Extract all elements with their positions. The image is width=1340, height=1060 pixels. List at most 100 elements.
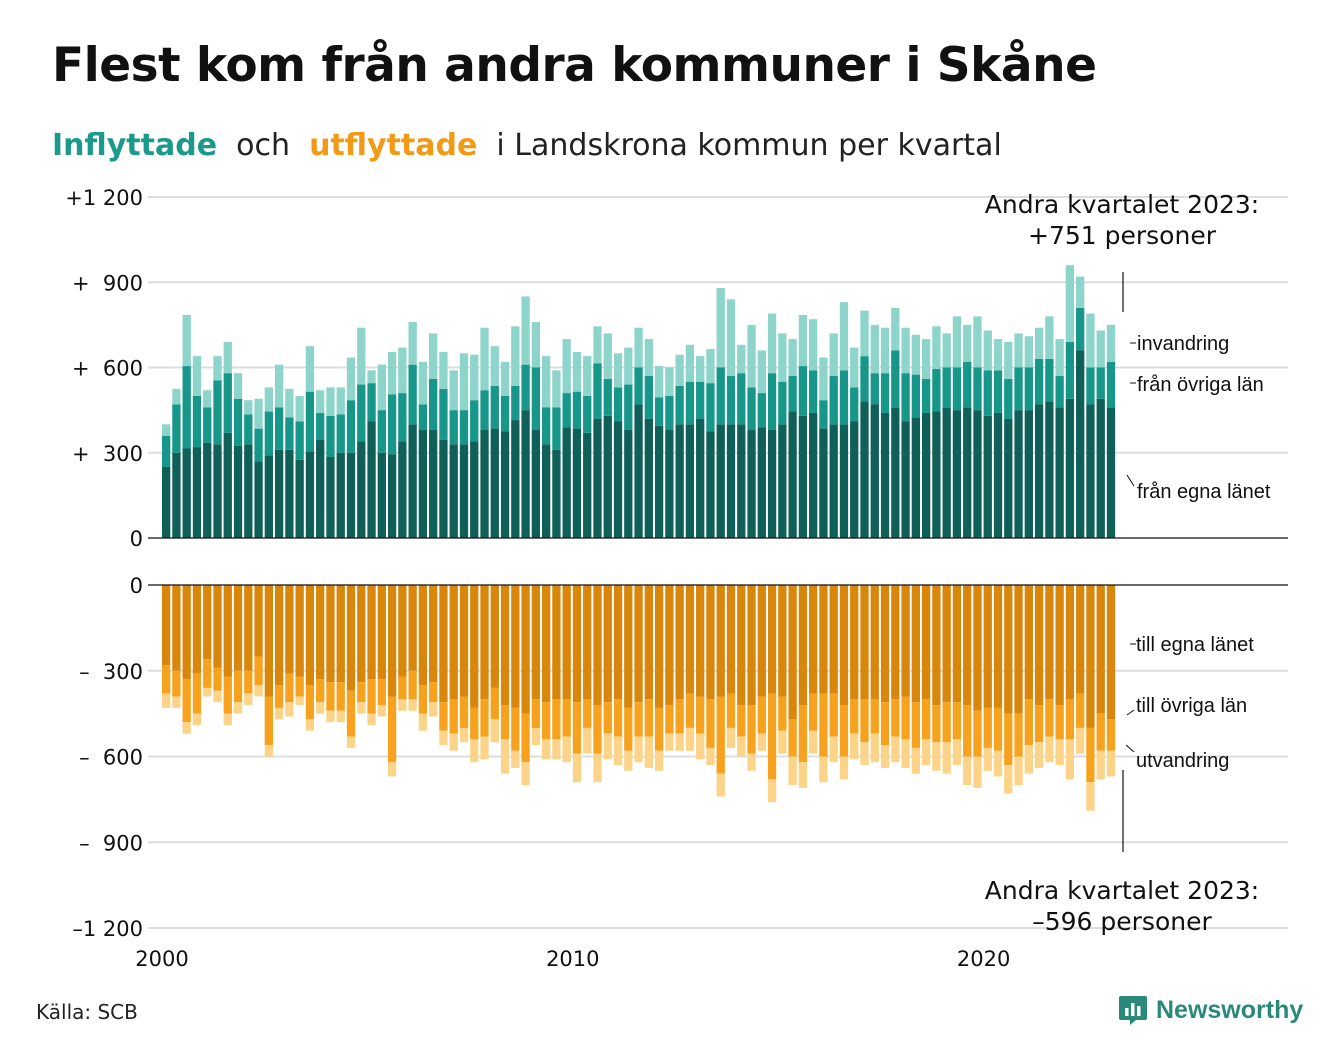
bar-out-ovriga-lan [295,676,304,697]
bar-out-utvandring [449,733,458,751]
bar-in-ovriga-lan [285,417,294,450]
bar-out-ovriga-lan [182,679,191,723]
bar-out-ovriga-lan [850,699,859,734]
bar-in-egna-lanet [685,424,695,538]
newsworthy-logo: Newsworthy [1118,994,1303,1026]
bar-in-invandring [244,400,253,415]
bar-in-ovriga-lan [1024,367,1033,411]
bar-in-invandring [295,395,304,422]
bar-out-ovriga-lan [634,702,643,737]
bar-out-utvandring [357,702,366,714]
bar-in-egna-lanet [285,449,294,538]
bar-in-egna-lanet [192,447,202,538]
bar-in-egna-lanet [839,424,849,538]
bar-in-ovriga-lan [326,415,335,458]
bar-out-utvandring [223,713,232,726]
y-tick-label-top: + 900 [72,271,143,295]
bar-in-ovriga-lan [634,367,643,405]
subtitle-utflyttade: utflyttade [309,128,478,163]
bar-in-invandring [357,327,366,385]
x-tick-label: 2000 [135,947,188,971]
bar-out-ovriga-lan [377,679,386,706]
bar-in-invandring [1004,341,1013,379]
bar-in-egna-lanet [244,444,253,538]
segment-label-bottom: till egna länet [1136,634,1254,656]
bar-in-invandring [367,370,376,384]
bar-out-egna-lanet [952,585,962,703]
y-tick-label-bottom: –1 200 [72,917,143,941]
bar-out-ovriga-lan [387,696,397,763]
bar-in-ovriga-lan [480,390,489,431]
bar-in-ovriga-lan [223,373,232,433]
chart-bubble-icon [1119,996,1147,1025]
bar-in-invandring [747,324,756,388]
bar-out-egna-lanet [860,585,869,700]
bar-in-ovriga-lan [706,383,715,432]
bar-out-ovriga-lan [973,710,982,757]
bar-out-ovriga-lan [1086,727,1095,783]
bar-out-egna-lanet [819,585,828,694]
bar-out-ovriga-lan [685,693,695,728]
bar-in-invandring [891,307,900,351]
bar-in-ovriga-lan [624,384,633,431]
bar-in-invandring [254,398,263,429]
bar-out-ovriga-lan [593,705,602,754]
bar-out-egna-lanet [449,585,458,700]
bar-in-ovriga-lan [233,398,243,446]
bar-in-egna-lanet [706,431,715,538]
bar-out-egna-lanet [583,585,592,700]
bar-in-egna-lanet [942,407,951,538]
bar-in-egna-lanet [439,439,448,538]
bar-in-invandring [788,339,797,377]
bar-out-utvandring [1096,750,1105,780]
bar-out-ovriga-lan [1065,699,1075,740]
bar-in-egna-lanet [973,410,982,538]
bar-out-ovriga-lan [572,702,582,754]
bar-out-ovriga-lan [952,702,962,740]
bar-in-egna-lanet [675,424,684,538]
bar-out-utvandring [305,719,315,731]
bar-out-egna-lanet [408,585,417,671]
bar-out-utvandring [511,750,520,768]
bar-out-egna-lanet [192,585,202,674]
bar-out-ovriga-lan [1004,713,1013,766]
bar-in-invandring [1076,276,1085,308]
bar-in-egna-lanet [634,404,643,538]
bar-out-egna-lanet [459,585,469,697]
bar-in-egna-lanet [233,445,243,538]
bar-out-ovriga-lan [1076,693,1085,728]
bar-out-egna-lanet [418,585,428,686]
bar-out-ovriga-lan [531,699,541,728]
bar-out-utvandring [850,733,859,760]
bar-in-invandring [901,327,910,374]
bar-in-ovriga-lan [593,363,602,419]
bar-out-utvandring [665,733,674,751]
subtitle-rest: i Landskrona kommun per kvartal [496,128,1002,163]
bar-in-invandring [387,351,397,395]
bar-in-ovriga-lan [819,400,828,429]
bar-out-ovriga-lan [726,693,736,728]
bar-out-egna-lanet [429,585,438,683]
bar-out-ovriga-lan [1045,699,1054,737]
bar-in-egna-lanet [901,421,910,538]
bar-in-ovriga-lan [398,393,407,442]
bar-out-utvandring [418,713,428,731]
bar-out-ovriga-lan [316,679,325,703]
bar-out-ovriga-lan [449,699,458,734]
bar-in-invandring [870,324,879,374]
bar-in-invandring [1024,336,1033,368]
bar-in-invandring [274,364,284,408]
bar-out-egna-lanet [1034,585,1044,706]
bar-in-egna-lanet [880,412,890,538]
bar-out-utvandring [552,739,561,760]
bar-in-ovriga-lan [1014,367,1023,411]
bar-out-ovriga-lan [357,682,366,703]
bar-out-utvandring [819,756,828,783]
bar-out-egna-lanet [1096,585,1105,714]
bar-out-egna-lanet [983,585,992,708]
bar-in-invandring [798,314,808,367]
bar-in-egna-lanet [1034,404,1044,538]
bar-in-egna-lanet [747,430,756,538]
bar-out-utvandring [726,727,736,748]
bar-in-ovriga-lan [757,393,766,428]
